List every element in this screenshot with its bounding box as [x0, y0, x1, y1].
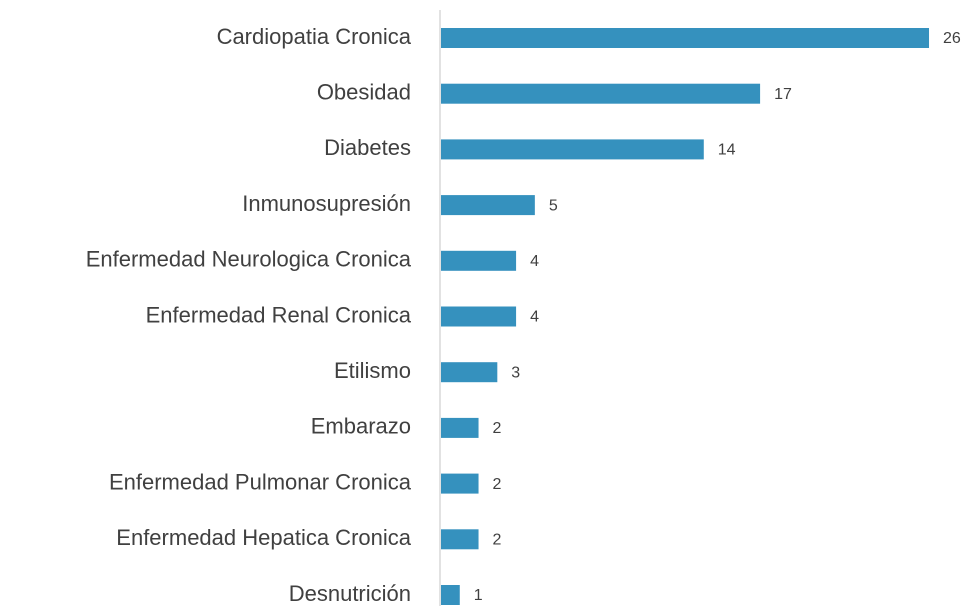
category-label: Embarazo	[311, 414, 411, 439]
value-label: 17	[774, 86, 792, 103]
value-label: 2	[493, 420, 502, 437]
bar	[441, 250, 517, 271]
category-label: Enfermedad Hepatica Cronica	[116, 525, 411, 550]
value-label: 3	[511, 364, 520, 381]
value-label: 26	[943, 30, 961, 47]
bar	[441, 585, 460, 605]
value-label: 14	[718, 142, 736, 159]
category-label: Cardiopatia Cronica	[217, 24, 412, 49]
value-label: 5	[549, 197, 558, 214]
category-label: Etilismo	[334, 358, 411, 383]
bar	[441, 306, 517, 327]
bar	[441, 83, 761, 104]
bar	[441, 473, 479, 494]
category-label: Desnutrición	[289, 581, 411, 606]
bar	[441, 362, 498, 383]
category-label: Diabetes	[324, 135, 411, 160]
category-label: Enfermedad Pulmonar Cronica	[109, 469, 412, 494]
value-label: 4	[530, 309, 539, 326]
bar	[441, 529, 479, 550]
bar	[441, 139, 704, 160]
category-label: Enfermedad Neurologica Cronica	[86, 247, 412, 272]
bar	[441, 28, 930, 48]
category-label: Enfermedad Renal Cronica	[146, 302, 412, 327]
bar	[441, 195, 535, 216]
value-label: 2	[493, 476, 502, 493]
category-label: Obesidad	[317, 80, 411, 105]
value-label: 2	[493, 532, 502, 549]
bar	[441, 417, 479, 438]
category-label: Inmunosupresión	[242, 191, 411, 216]
value-label: 4	[530, 253, 539, 270]
value-label: 1	[474, 587, 483, 604]
